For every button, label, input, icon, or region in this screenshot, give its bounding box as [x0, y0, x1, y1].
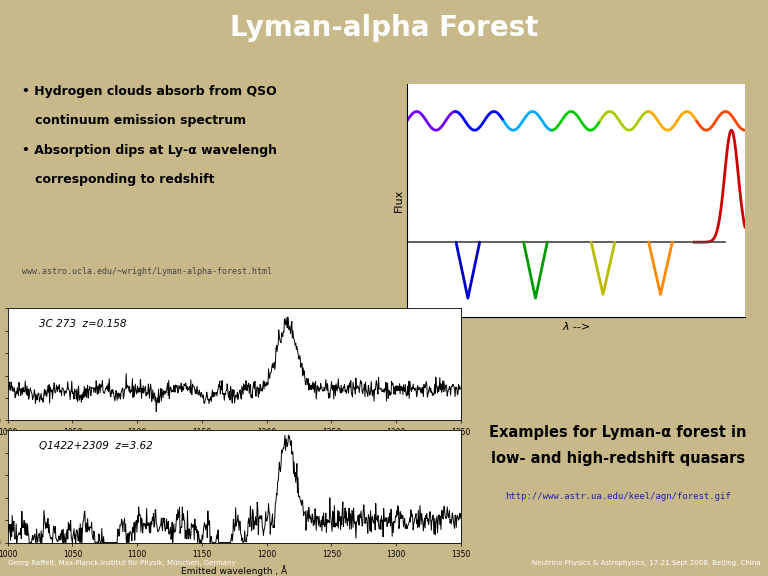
Text: Examples for Lyman-α forest in: Examples for Lyman-α forest in	[489, 426, 747, 441]
Text: corresponding to redshift: corresponding to redshift	[22, 173, 214, 186]
Text: Q1422+2309  z=3.62: Q1422+2309 z=3.62	[39, 441, 153, 452]
Text: Georg Raffelt, Max-Planck-Institut für Physik, München, Germany: Georg Raffelt, Max-Planck-Institut für P…	[8, 560, 236, 566]
X-axis label: Emitted wavelength , Å: Emitted wavelength , Å	[181, 443, 287, 453]
Text: http://www.astr.ua.edu/keel/agn/forest.gif: http://www.astr.ua.edu/keel/agn/forest.g…	[505, 492, 731, 501]
Text: • Hydrogen clouds absorb from QSO: • Hydrogen clouds absorb from QSO	[22, 85, 276, 98]
Text: www.astro.ucla.edu/~wright/Lyman-alpha-forest.html: www.astro.ucla.edu/~wright/Lyman-alpha-f…	[22, 267, 272, 276]
Text: low- and high-redshift quasars: low- and high-redshift quasars	[492, 451, 745, 466]
Text: • Absorption dips at Ly-α wavelengh: • Absorption dips at Ly-α wavelengh	[22, 145, 277, 157]
Text: Lyman-alpha Forest: Lyman-alpha Forest	[230, 14, 538, 42]
Text: Neutrino Physics & Astrophysics, 17-21 Sept 2008, Beijing, China: Neutrino Physics & Astrophysics, 17-21 S…	[531, 560, 760, 566]
Text: 3C 273  z=0.158: 3C 273 z=0.158	[39, 319, 127, 329]
Y-axis label: Flux: Flux	[394, 188, 404, 212]
Text: continuum emission spectrum: continuum emission spectrum	[22, 114, 246, 127]
X-axis label: $\lambda$ -->: $\lambda$ -->	[561, 320, 591, 332]
X-axis label: Emitted wavelength , Å: Emitted wavelength , Å	[181, 565, 287, 575]
